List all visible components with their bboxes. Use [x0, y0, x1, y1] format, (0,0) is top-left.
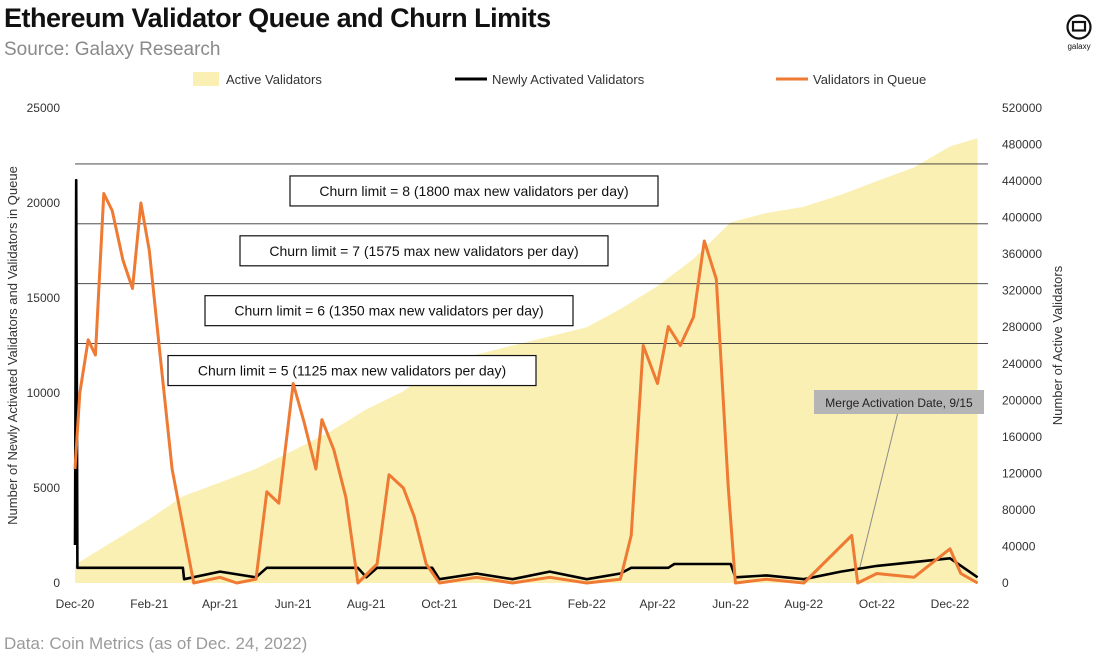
churn-limit-label: Churn limit = 6 (1350 max new validators… — [234, 303, 543, 319]
y2-tick-label: 480000 — [1002, 138, 1042, 152]
y-tick-label: 15000 — [27, 291, 61, 305]
footer-source: Data: Coin Metrics (as of Dec. 24, 2022) — [4, 634, 308, 653]
y-axis-title: Number of Newly Activated Validators and… — [5, 166, 20, 525]
annotation-leader-line — [859, 411, 899, 569]
y2-tick-label: 280000 — [1002, 320, 1042, 334]
churn-limit-box — [289, 175, 659, 207]
galaxy-logo: galaxy — [1064, 14, 1094, 64]
legend-swatch-active-validators — [193, 72, 219, 86]
x-tick-label: Dec-22 — [931, 597, 970, 611]
y-tick-label: 20000 — [27, 196, 61, 210]
y2-tick-label: 360000 — [1002, 247, 1042, 261]
x-tick-label: Feb-21 — [130, 597, 168, 611]
y2-tick-label: 80000 — [1002, 503, 1036, 517]
legend-label-newly-activated: Newly Activated Validators — [492, 72, 645, 87]
x-tick-label: Feb-22 — [568, 597, 606, 611]
legend-label-active-validators: Active Validators — [226, 72, 322, 87]
churn-limit-box — [239, 235, 609, 267]
x-tick-label: Jun-21 — [275, 597, 312, 611]
y2-tick-label: 520000 — [1002, 101, 1042, 115]
churn-limit-label: Churn limit = 7 (1575 max new validators… — [269, 243, 578, 259]
churn-limit-label: Churn limit = 8 (1800 max new validators… — [319, 183, 628, 199]
page-title: Ethereum Validator Queue and Churn Limit… — [4, 3, 551, 33]
x-tick-label: Dec-20 — [56, 597, 95, 611]
churn-limit-box — [204, 295, 574, 327]
x-tick-label: Apr-21 — [202, 597, 238, 611]
x-tick-label: Apr-22 — [640, 597, 676, 611]
y2-tick-label: 240000 — [1002, 357, 1042, 371]
x-tick-label: Oct-22 — [859, 597, 895, 611]
y2-tick-label: 400000 — [1002, 211, 1042, 225]
y2-tick-label: 160000 — [1002, 430, 1042, 444]
y2-tick-label: 120000 — [1002, 466, 1042, 480]
y2-tick-label: 0 — [1002, 576, 1009, 590]
series-line-validators-in-queue — [73, 192, 979, 585]
galaxy-logo-icon — [1066, 14, 1092, 40]
legend-label-validators-in-queue: Validators in Queue — [813, 72, 926, 87]
churn-limit-box — [167, 354, 537, 387]
churn-limit-label: Churn limit = 5 (1125 max new validators… — [198, 363, 506, 379]
logo-text: galaxy — [1067, 42, 1091, 51]
y-tick-label: 25000 — [27, 101, 61, 115]
x-tick-label: Aug-22 — [784, 597, 823, 611]
y-tick-label: 0 — [53, 576, 60, 590]
page-subtitle: Source: Galaxy Research — [4, 39, 221, 60]
annotation-label: Merge Activation Date, 9/15 — [825, 396, 973, 410]
x-tick-label: Oct-21 — [421, 597, 457, 611]
y2-tick-label: 200000 — [1002, 393, 1042, 407]
y-tick-label: 10000 — [27, 386, 61, 400]
y2-tick-label: 40000 — [1002, 539, 1036, 553]
x-tick-label: Jun-22 — [712, 597, 749, 611]
y-tick-label: 5000 — [33, 481, 60, 495]
y2-axis-title: Number of Active Validators — [1050, 265, 1065, 425]
x-tick-label: Aug-21 — [347, 597, 386, 611]
annotation-box — [814, 390, 984, 414]
x-tick-label: Dec-21 — [493, 597, 532, 611]
y2-tick-label: 320000 — [1002, 284, 1042, 298]
y2-tick-label: 440000 — [1002, 174, 1042, 188]
